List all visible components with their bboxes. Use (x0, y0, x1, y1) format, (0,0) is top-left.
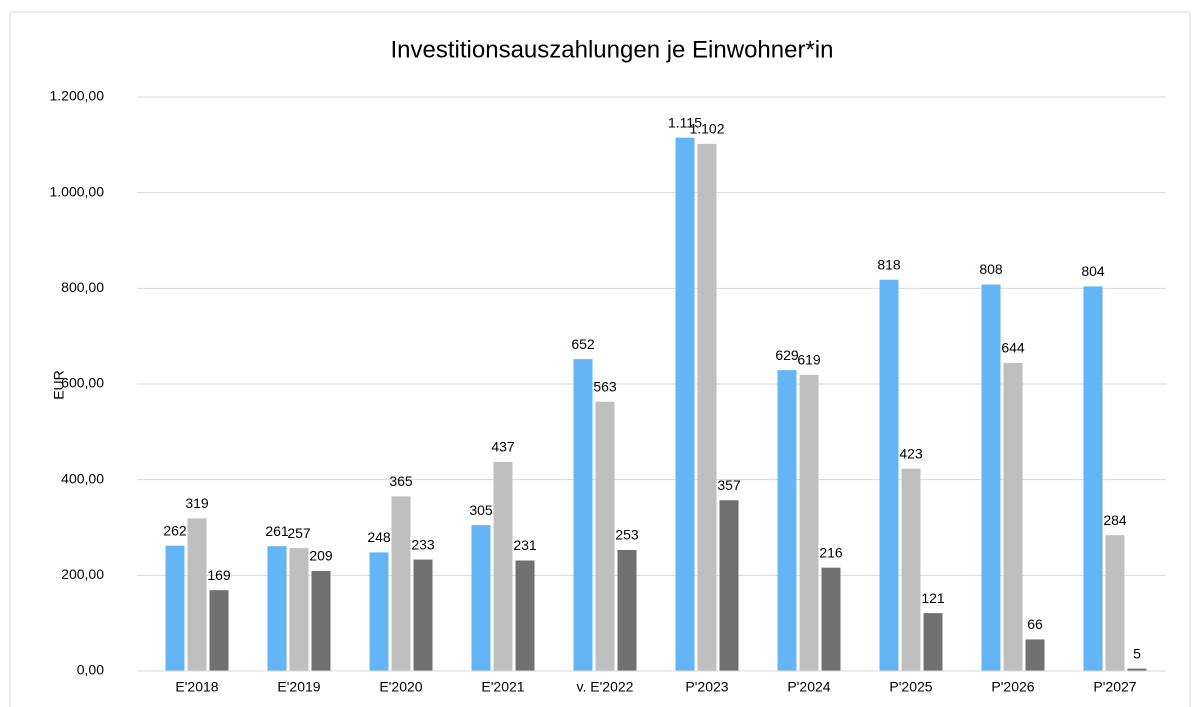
bar (821, 567, 841, 671)
bar (595, 401, 615, 671)
data-label: 319 (185, 495, 209, 511)
x-tick-label: v. E'2022 (577, 679, 634, 695)
y-tick-label: 1.000,00 (50, 183, 105, 199)
x-tick-label: P'2023 (685, 679, 728, 695)
data-label: 261 (265, 523, 289, 539)
bar (369, 552, 389, 671)
y-tick-label: 800,00 (61, 279, 104, 295)
data-label: 121 (921, 590, 945, 606)
x-tick-label: E'2019 (277, 679, 320, 695)
bar (1083, 286, 1103, 671)
bar (209, 590, 229, 671)
data-label: 248 (367, 529, 391, 545)
data-label: 804 (1081, 263, 1105, 279)
y-tick-label: 600,00 (61, 375, 104, 391)
bar (391, 496, 411, 671)
data-label: 808 (979, 261, 1003, 277)
data-label: 652 (571, 336, 595, 352)
bar (1105, 535, 1125, 671)
bar (981, 284, 1001, 671)
bar (1003, 362, 1023, 671)
chart-title: Investitionsauszahlungen je Einwohner*in (391, 36, 834, 63)
data-label: 5 (1133, 645, 1141, 661)
y-tick-label: 1.200,00 (50, 88, 105, 104)
data-label: 253 (615, 527, 639, 543)
bar (923, 613, 943, 671)
data-label: 209 (309, 548, 333, 564)
bar (777, 370, 797, 671)
bar (617, 549, 637, 671)
bar (267, 546, 287, 671)
data-label: 357 (717, 477, 741, 493)
bar (719, 500, 739, 671)
bar (879, 279, 899, 671)
bar (573, 359, 593, 671)
data-label: 257 (287, 525, 311, 541)
data-label: 66 (1027, 616, 1043, 632)
bar (901, 468, 921, 671)
data-label: 818 (877, 256, 901, 272)
x-tick-label: P'2027 (1093, 679, 1136, 695)
x-tick-label: E'2020 (379, 679, 422, 695)
bar (165, 545, 185, 671)
data-label: 619 (797, 352, 821, 368)
data-label: 1.115 (668, 114, 702, 130)
bar (471, 525, 491, 671)
x-tick-label: P'2025 (889, 679, 932, 695)
data-label: 216 (819, 544, 843, 560)
x-tick-label: E'2021 (481, 679, 524, 695)
x-tick-label: E'2018 (175, 679, 218, 695)
bar (493, 461, 513, 671)
data-label: 1.102 (689, 121, 724, 137)
data-label: 437 (491, 439, 515, 455)
bar (311, 571, 331, 671)
bar (697, 143, 717, 672)
data-label: 262 (163, 522, 187, 538)
bar (675, 137, 695, 672)
data-label: 563 (593, 378, 617, 394)
y-axis-label: EUR (51, 370, 67, 400)
bar (515, 560, 535, 671)
bar (289, 548, 309, 671)
data-label: 233 (411, 536, 435, 552)
data-label: 169 (207, 567, 231, 583)
y-tick-label: 0,00 (77, 662, 104, 678)
y-tick-label: 400,00 (61, 470, 104, 486)
bar (413, 559, 433, 671)
bar (1025, 639, 1045, 671)
bar (187, 518, 207, 671)
data-label: 365 (389, 473, 413, 489)
data-label: 423 (899, 445, 923, 461)
data-label: 644 (1001, 340, 1025, 356)
data-label: 284 (1103, 512, 1127, 528)
data-label: 305 (469, 502, 493, 518)
x-tick-label: P'2024 (787, 679, 830, 695)
data-label: 629 (775, 347, 799, 363)
x-tick-label: P'2026 (991, 679, 1034, 695)
y-tick-label: 200,00 (61, 566, 104, 582)
bar (1127, 668, 1147, 671)
bar (799, 374, 819, 671)
data-label: 231 (513, 537, 537, 553)
